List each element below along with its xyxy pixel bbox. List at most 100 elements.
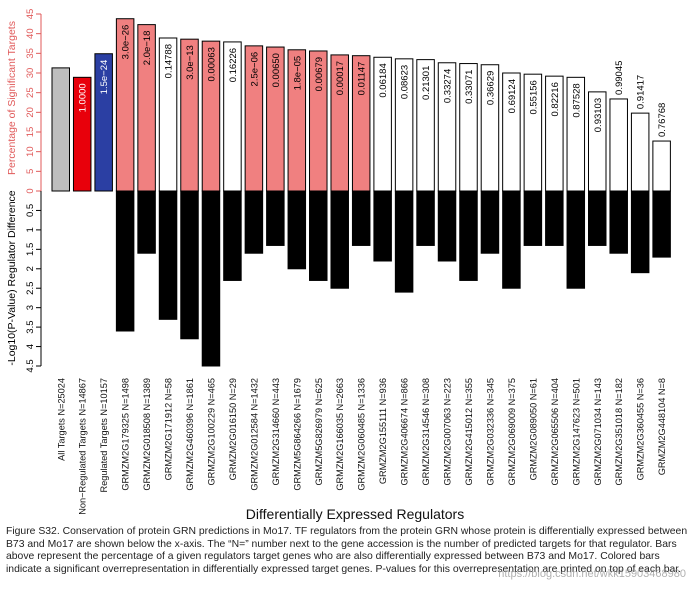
p-value-labels: 1.0000 1.5e−24 3.0e−26 2.0e−18 0.14788 3.0e−1… <box>78 25 668 137</box>
lower-bars <box>115 190 671 367</box>
p-value-label: 0.55156 <box>528 80 539 114</box>
p-value-label: 0.00063 <box>206 47 217 81</box>
lower-bar <box>545 190 564 246</box>
p-value-label: 0.93103 <box>593 98 604 132</box>
lower-tick-label: 3 <box>25 305 36 310</box>
upper-tick-label: 45 <box>25 9 36 20</box>
category-label: GRMZM2G360455 N=36 <box>636 378 646 480</box>
bar-chart: 0 5 10 15 20 25 30 35 40 45 0.5 1 1.5 2 2.5 3 3.5 4 4.5 P… <box>6 9 671 522</box>
watermark: https://blog.csdn.net/wkk15903468980 <box>498 568 686 580</box>
category-label: GRMZM2G171912 N=58 <box>164 378 174 480</box>
lower-bar <box>266 190 285 246</box>
lower-bar <box>287 190 307 270</box>
p-value-label: 0.01147 <box>357 62 368 96</box>
category-label: GRMZM5G864266 N=1679 <box>292 378 302 491</box>
p-value-label: 0.36629 <box>485 71 496 105</box>
category-label: GRMZM2G069009 N=375 <box>507 378 517 486</box>
category-label: GRMZM2G071034 N=143 <box>593 378 603 486</box>
lower-bar <box>566 190 586 289</box>
lower-bar <box>158 190 178 320</box>
lower-bar <box>480 190 500 254</box>
category-label: GRMZM2G155111 N=936 <box>378 378 388 484</box>
p-value-label: 3.0e−13 <box>185 45 196 80</box>
lower-bar <box>609 190 628 254</box>
figure-caption: Figure S32. Conservation of protein GRN … <box>6 526 688 575</box>
p-value-label: 2.0e−18 <box>142 31 153 66</box>
upper-tick-label: 5 <box>25 169 36 174</box>
upper-y-axis: 0 5 10 15 20 25 30 35 40 45 <box>25 9 42 194</box>
p-value-label: 0.87528 <box>571 83 582 117</box>
category-label: GRMZM2G018508 N=1389 <box>142 378 152 491</box>
lower-y-axis: 0.5 1 1.5 2 2.5 3 3.5 4 4.5 <box>25 191 42 373</box>
p-value-label: 0.33274 <box>443 69 454 103</box>
p-value-label: 0.00679 <box>314 57 325 91</box>
upper-tick-label: 35 <box>25 48 36 59</box>
category-label: GRMZM2G032336 N=345 <box>485 378 495 486</box>
lower-tick-label: 2 <box>25 266 36 271</box>
category-label: GRMZM2G147623 N=501 <box>571 378 581 486</box>
category-label: GRMZM2G314660 N=443 <box>271 378 281 486</box>
lower-bar <box>437 190 457 262</box>
category-label: Non−Regulated Targets N=14867 <box>78 378 88 515</box>
upper-bars <box>51 18 671 192</box>
category-label: GRMZM2G012584 N=1432 <box>249 378 259 491</box>
upper-y-axis-label: Percentage of Significant Targets <box>6 21 18 175</box>
lower-bar <box>459 190 478 281</box>
lower-bar <box>588 190 607 246</box>
p-value-label: 0.21301 <box>421 66 432 100</box>
lower-tick-label: 3.5 <box>25 321 36 334</box>
upper-tick-label: 10 <box>25 146 36 157</box>
p-value-label: 1.5e−24 <box>99 60 110 95</box>
p-value-label: 0.82216 <box>550 82 561 116</box>
upper-tick-label: 15 <box>25 127 36 138</box>
upper-bar <box>51 67 70 192</box>
lower-bar <box>394 190 414 293</box>
p-value-label: 3.0e−26 <box>121 25 132 60</box>
lower-bar <box>201 190 221 367</box>
p-value-label: 0.00017 <box>335 61 346 95</box>
p-value-label: 0.00650 <box>271 53 282 87</box>
upper-tick-label: 20 <box>25 107 36 118</box>
category-label: GRMZM2G007063 N=223 <box>443 378 453 486</box>
p-value-label: 1.8e−05 <box>292 56 303 91</box>
upper-tick-label: 40 <box>25 28 36 39</box>
upper-bar <box>609 98 628 192</box>
p-value-label: 0.14788 <box>164 44 175 78</box>
category-label: GRMZM2G179325 N=1498 <box>121 378 131 491</box>
p-value-label: 0.99045 <box>614 61 625 95</box>
upper-tick-label: 0 <box>25 188 36 193</box>
upper-bar <box>94 53 113 192</box>
category-label: GRMZM2G089050 N=61 <box>528 378 538 480</box>
lower-bar <box>309 190 328 281</box>
p-value-label: 0.91417 <box>636 75 647 109</box>
category-label: GRMZM2G448104 N=8 <box>657 378 667 475</box>
lower-bar <box>244 190 264 254</box>
x-axis-label: Differentially Expressed Regulators <box>246 506 464 522</box>
category-label: GRMZM2G016150 N=29 <box>228 378 238 480</box>
upper-bar <box>630 112 650 192</box>
category-label: GRMZM5G826979 N=625 <box>314 378 324 486</box>
lower-tick-label: 1.5 <box>25 243 36 256</box>
lower-tick-label: 4.5 <box>25 359 36 372</box>
p-value-label: 0.76768 <box>657 103 668 137</box>
upper-tick-label: 30 <box>25 68 36 79</box>
category-label: GRMZM2G100229 N=465 <box>206 378 216 486</box>
category-label: GRMZM2G351018 N=182 <box>614 378 624 486</box>
category-label: GRMZM2G314546 N=308 <box>421 378 431 486</box>
lower-bar <box>180 190 199 340</box>
lower-bar <box>137 190 156 254</box>
lower-bar <box>502 190 521 289</box>
upper-bar <box>652 140 671 192</box>
lower-bar <box>115 190 135 332</box>
p-value-label: 0.16226 <box>228 48 239 82</box>
category-label: GRMZM2G415012 N=355 <box>464 378 474 486</box>
category-label: GRMZM2G065506 N=404 <box>550 378 560 486</box>
lower-tick-label: 2.5 <box>25 282 36 295</box>
category-label: Regulated Targets N=10157 <box>99 378 109 493</box>
p-value-label: 0.06184 <box>378 63 389 97</box>
p-value-label: 2.5e−06 <box>249 52 260 87</box>
p-value-label: 0.33071 <box>464 70 475 104</box>
lower-bar <box>523 190 543 246</box>
lower-tick-label: 4 <box>25 344 36 349</box>
lower-bar <box>630 190 650 274</box>
